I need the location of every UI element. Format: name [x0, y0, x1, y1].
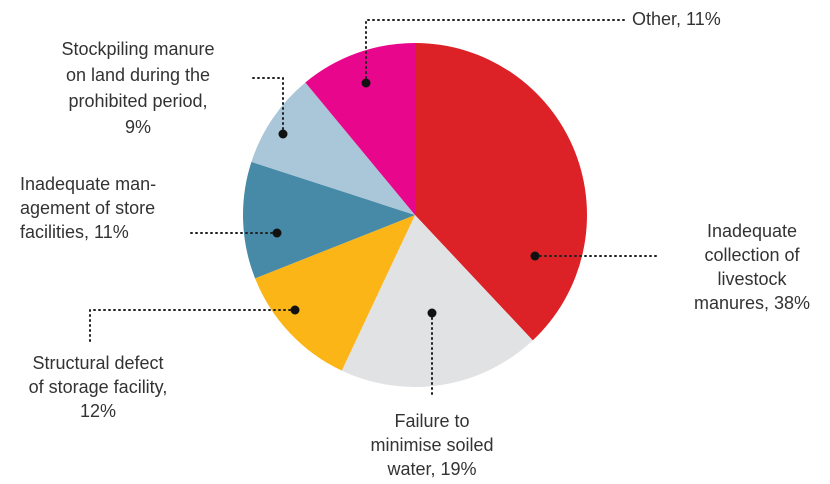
- leader-line: [249, 77, 284, 135]
- pie-slice: [415, 43, 588, 341]
- slice-label: Failure to: [394, 411, 469, 431]
- slice-label: agement of store: [20, 198, 155, 218]
- leader-dot: [290, 305, 300, 315]
- slice-label: livestock: [717, 269, 787, 289]
- leader-dot: [361, 78, 371, 88]
- slice-label: 12%: [80, 401, 116, 421]
- slice-label: water, 19%: [386, 459, 476, 479]
- slice-label: Inadequate man-: [20, 174, 156, 194]
- pie-slice: [341, 215, 533, 387]
- slice-label: on land during the: [66, 65, 210, 85]
- slice-label: minimise soiled: [370, 435, 493, 455]
- slice-label: collection of: [704, 245, 800, 265]
- leader-line: [89, 309, 296, 346]
- leader-dot: [427, 308, 437, 318]
- slice-label: 9%: [125, 117, 151, 137]
- slice-label: Inadequate: [707, 221, 797, 241]
- leader-dot: [272, 228, 282, 238]
- slice-label: manures, 38%: [694, 293, 810, 313]
- leader-dot: [530, 251, 540, 261]
- slice-label: facilities, 11%: [20, 222, 129, 242]
- pie-slice: [305, 43, 415, 215]
- pie-slice: [255, 215, 415, 371]
- slice-label: Other, 11%: [632, 9, 721, 29]
- slice-label: of storage facility,: [29, 377, 168, 397]
- slice-label: Structural defect: [32, 353, 163, 373]
- leader-line: [365, 19, 626, 84]
- slice-label: Stockpiling manure: [61, 39, 214, 59]
- pie-slice: [243, 161, 415, 279]
- pie-slice: [251, 82, 415, 215]
- leader-dot: [278, 129, 288, 139]
- slice-label: prohibited period,: [68, 91, 207, 111]
